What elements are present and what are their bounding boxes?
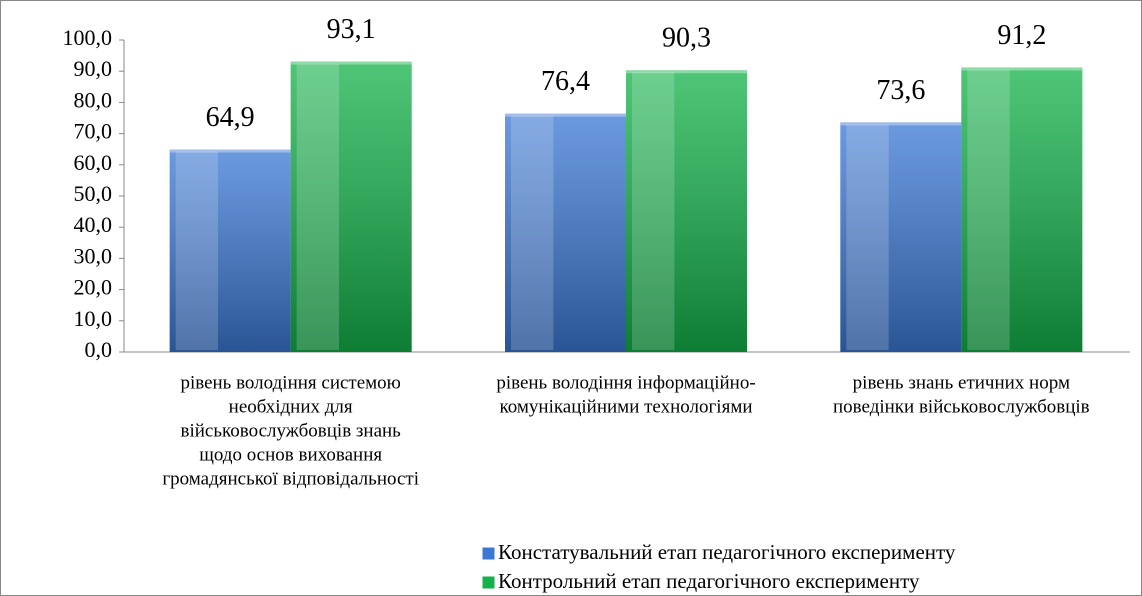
value-label: 64,9: [206, 102, 255, 133]
y-tick-label: 20,0: [74, 275, 113, 300]
bar-cap: [961, 67, 1083, 71]
bar-highlight: [967, 69, 1010, 351]
x-tick-label: рівень знань етичних норм: [853, 372, 1070, 393]
value-label: 91,2: [997, 20, 1046, 51]
x-tick-label: поведінки військовослужбовців: [833, 396, 1090, 417]
x-tick-label: рівень володіння системою: [180, 372, 400, 393]
bar-cap: [290, 61, 412, 65]
bar-highlight: [846, 124, 889, 350]
y-tick-label: 60,0: [74, 150, 113, 175]
bar-highlight: [632, 72, 675, 350]
legend-swatch: [481, 546, 496, 561]
x-tick-label: громадянської відповідальності: [162, 468, 419, 489]
value-label: 73,6: [876, 75, 925, 106]
x-tick-label: необхідних для: [229, 396, 353, 417]
y-tick-label: 50,0: [74, 181, 113, 206]
bar-highlight: [296, 63, 340, 350]
bar-cap: [626, 70, 747, 74]
legend-label: Констатувальний етап педагогічного експе…: [498, 540, 956, 564]
x-tick-label: рівень володіння інформаційно-: [496, 372, 755, 393]
y-tick-label: 0,0: [85, 337, 113, 362]
x-tick-label: військовослужбовців знань: [180, 420, 401, 441]
x-tick-label: щодо основ виховання: [199, 444, 382, 465]
y-tick-label: 70,0: [74, 119, 113, 144]
bar-cap: [505, 113, 626, 117]
legend-swatch: [481, 575, 496, 590]
y-tick-label: 90,0: [74, 56, 113, 81]
value-label: 76,4: [541, 66, 590, 97]
y-tick-label: 80,0: [74, 87, 113, 112]
legend-label: Контрольний етап педагогічного експериме…: [498, 569, 920, 593]
y-tick-label: 30,0: [74, 243, 113, 268]
bar-cap: [169, 149, 291, 153]
value-label: 90,3: [662, 23, 711, 54]
bar-cap: [840, 122, 962, 126]
y-tick-label: 40,0: [74, 212, 113, 237]
bar-highlight: [511, 115, 554, 350]
y-tick-label: 100,0: [63, 25, 113, 50]
value-label: 93,1: [327, 14, 376, 45]
y-tick-label: 10,0: [74, 306, 113, 331]
bar-highlight: [175, 151, 219, 350]
x-tick-label: комунікаційними технологіями: [499, 396, 752, 417]
